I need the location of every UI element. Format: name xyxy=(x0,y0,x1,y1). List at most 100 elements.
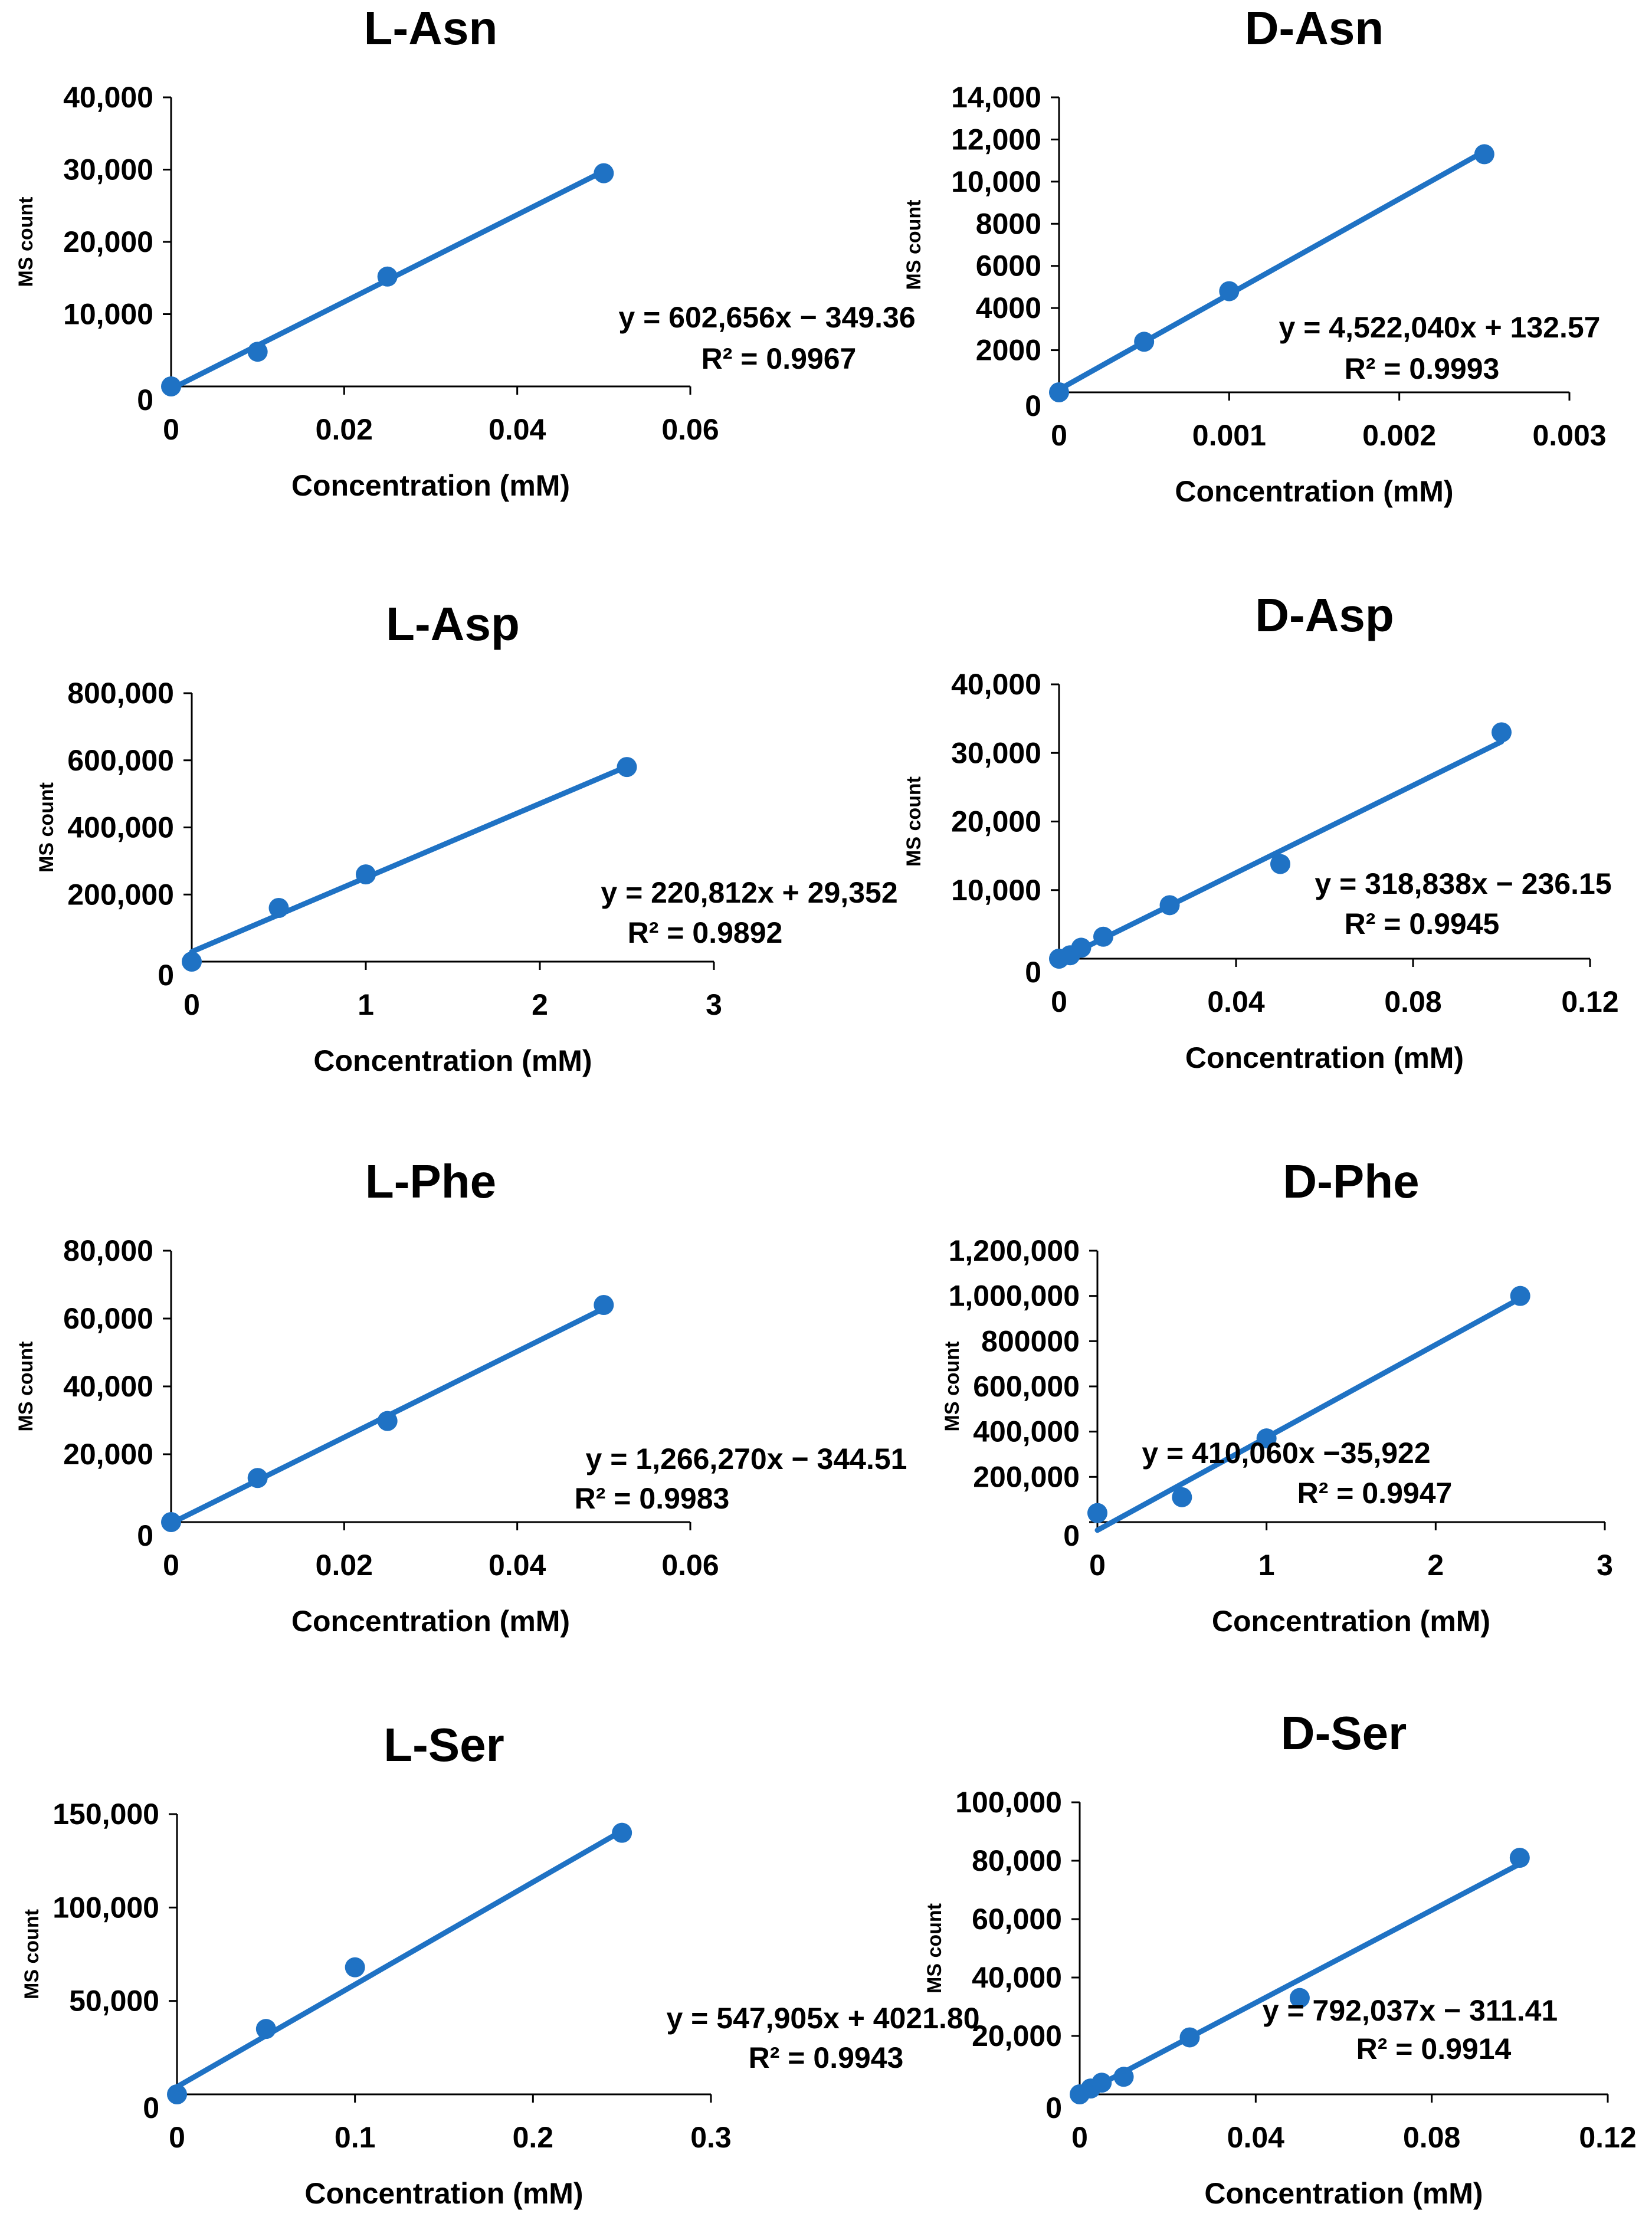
x-tick-label: 0.08 xyxy=(1403,2121,1460,2154)
r-squared: R² = 0.9914 xyxy=(1356,2032,1512,2065)
x-tick-label: 0.2 xyxy=(513,2121,554,2154)
x-tick-label: 0.001 xyxy=(1192,419,1266,452)
data-point xyxy=(377,1411,398,1431)
x-tick-label: 0 xyxy=(1051,985,1067,1018)
y-tick-label: 0 xyxy=(1045,2091,1062,2124)
regression-equation: y = 1,266,270x − 344.51 xyxy=(586,1442,907,1475)
data-point xyxy=(247,1468,268,1488)
y-tick-label: 1,000,000 xyxy=(949,1280,1080,1313)
y-axis-label: MS count xyxy=(21,1909,43,1999)
data-point xyxy=(1134,332,1155,352)
chart-title: D-Ser xyxy=(1281,1707,1407,1759)
y-tick-label: 100,000 xyxy=(53,1891,159,1924)
y-axis-label: MS count xyxy=(941,1342,963,1432)
y-tick-label: 10,000 xyxy=(951,874,1041,907)
data-point xyxy=(1113,2067,1134,2087)
x-tick-label: 0 xyxy=(163,1549,179,1582)
data-point xyxy=(255,2019,276,2039)
chart-panel-d-asn: D-Asn 0 2000 4000 6000 8000 10,000 12,000 14,000… xyxy=(903,2,1607,508)
r-squared: R² = 0.9943 xyxy=(749,2041,904,2074)
y-tick-label: 80,000 xyxy=(63,1234,153,1267)
data-point xyxy=(1071,937,1092,958)
y-tick-label: 2000 xyxy=(976,334,1041,367)
x-tick-label: 0.04 xyxy=(1207,985,1265,1018)
data-point xyxy=(268,898,289,918)
data-point xyxy=(182,952,202,972)
r-squared: R² = 0.9892 xyxy=(628,916,783,949)
data-point xyxy=(161,1512,181,1532)
y-tick-label: 12,000 xyxy=(951,123,1041,156)
data-point xyxy=(1270,854,1290,874)
chart-title: L-Asn xyxy=(364,2,498,54)
x-tick-label: 0.003 xyxy=(1532,419,1606,452)
x-tick-label: 1 xyxy=(358,988,374,1021)
y-tick-label: 20,000 xyxy=(63,225,153,258)
data-point xyxy=(345,1957,365,1978)
x-tick-label: 0 xyxy=(1071,2121,1088,2154)
y-tick-label: 40,000 xyxy=(63,1370,153,1403)
y-tick-label: 600,000 xyxy=(973,1370,1080,1403)
r-squared: R² = 0.9947 xyxy=(1297,1477,1453,1510)
y-tick-label: 600,000 xyxy=(67,744,174,777)
data-point xyxy=(1092,2073,1112,2093)
y-axis-label: MS count xyxy=(923,1903,946,1993)
chart-panel-d-ser: D-Ser 0 20,000 40,000 60,000 80,000 100,000 0 0.… xyxy=(923,1707,1637,2210)
x-tick-label: 0 xyxy=(163,413,179,446)
y-tick-label: 0 xyxy=(143,2091,159,2124)
x-axis-label: Concentration (mM) xyxy=(304,2177,583,2210)
y-tick-label: 30,000 xyxy=(951,736,1041,769)
regression-equation: y = 602,656x − 349.36 xyxy=(618,301,915,334)
data-point xyxy=(1093,926,1113,947)
data-point xyxy=(247,342,268,362)
regression-equation: y = 547,905x + 4021.80 xyxy=(666,2002,979,2035)
y-tick-label: 60,000 xyxy=(63,1302,153,1335)
y-tick-label: 40,000 xyxy=(951,668,1041,701)
y-tick-label: 10,000 xyxy=(63,298,153,331)
y-tick-label: 0 xyxy=(1063,1519,1080,1552)
x-tick-label: 0.08 xyxy=(1384,985,1441,1018)
data-point xyxy=(1049,382,1069,402)
y-tick-label: 0 xyxy=(137,1519,153,1552)
data-point xyxy=(1510,1286,1530,1306)
y-tick-label: 0 xyxy=(1025,389,1041,422)
y-tick-label: 30,000 xyxy=(63,153,153,186)
x-tick-label: 2 xyxy=(1427,1549,1444,1582)
chart-panel-d-asp: D-Asp 0 10,000 20,000 30,000 40,000 0 0.04 0.08 0… xyxy=(903,589,1619,1074)
x-tick-label: 0.3 xyxy=(690,2121,732,2154)
data-point xyxy=(1219,281,1240,301)
trendline xyxy=(1094,1296,1523,1533)
x-axis-label: Concentration (mM) xyxy=(313,1044,592,1077)
y-tick-label: 200,000 xyxy=(67,878,174,911)
data-point xyxy=(612,1822,632,1843)
data-point xyxy=(167,2084,187,2104)
y-tick-label: 100,000 xyxy=(955,1786,1062,1819)
regression-equation: y = 792,037x − 311.41 xyxy=(1263,1994,1558,2027)
r-squared: R² = 0.9983 xyxy=(575,1482,730,1515)
y-axis-label: MS count xyxy=(15,197,37,287)
x-tick-label: 0 xyxy=(1089,1549,1106,1582)
x-tick-label: 0.04 xyxy=(1227,2121,1285,2154)
x-tick-label: 0.06 xyxy=(661,1549,719,1582)
y-axis-label: MS count xyxy=(35,782,58,873)
data-point xyxy=(161,376,181,396)
chart-panel-l-ser: L-Ser 0 50,000 100,000 150,000 0 0.1 0.2 0.3 Conc… xyxy=(21,1719,980,2210)
data-point xyxy=(1159,895,1180,916)
x-axis-label: Concentration (mM) xyxy=(1185,1041,1464,1074)
x-axis-label: Concentration (mM) xyxy=(1212,1605,1490,1638)
y-axis-label: MS count xyxy=(15,1342,37,1432)
x-tick-label: 1 xyxy=(1258,1549,1275,1582)
y-tick-label: 60,000 xyxy=(972,1903,1062,1936)
data-point xyxy=(1474,144,1494,165)
x-tick-label: 0.06 xyxy=(661,413,719,446)
trendline xyxy=(1056,739,1504,963)
x-tick-label: 0.12 xyxy=(1561,985,1618,1018)
y-tick-label: 1,200,000 xyxy=(949,1234,1080,1267)
y-tick-label: 400,000 xyxy=(67,811,174,844)
y-tick-label: 50,000 xyxy=(69,1985,159,2018)
trendline xyxy=(189,763,630,955)
x-tick-label: 0.04 xyxy=(489,413,546,446)
regression-equation: y = 220,812x + 29,352 xyxy=(601,876,897,909)
y-tick-label: 20,000 xyxy=(63,1438,153,1471)
y-tick-label: 0 xyxy=(1025,956,1041,989)
